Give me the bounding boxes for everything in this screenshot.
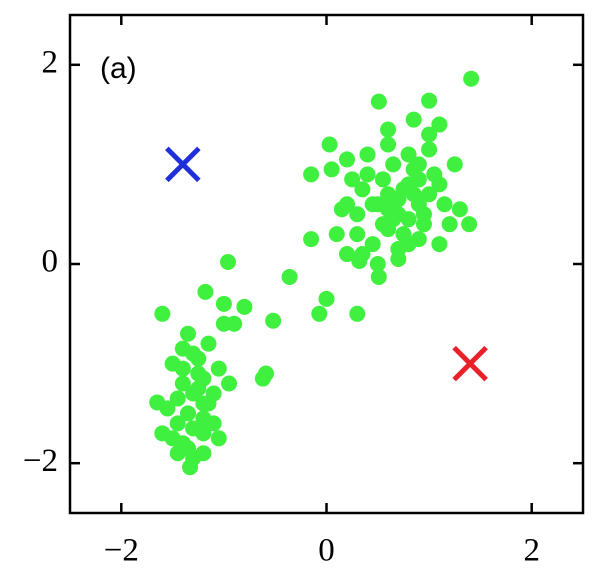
point [385,156,402,173]
point [200,335,217,352]
cross-marker [165,146,201,183]
point [226,315,243,332]
point [349,226,366,243]
point [421,186,438,203]
point [197,283,214,300]
point [154,305,171,322]
point [410,171,427,188]
point [149,394,166,411]
y-tick-label: −2 [23,443,58,479]
annotation: (a) [100,52,137,85]
point [195,370,212,387]
point [359,146,376,163]
point [364,196,381,213]
point [395,181,412,198]
point [303,231,320,248]
y-tick-label: 0 [42,244,59,280]
point [174,375,191,392]
point [431,116,448,133]
point [215,295,232,312]
point [169,390,186,407]
point [380,136,397,153]
point [463,70,480,87]
x-tick-label: 2 [523,533,540,569]
point [431,176,448,193]
cross-marker [452,345,488,382]
point [421,126,438,143]
point [390,251,407,268]
point [254,370,271,387]
point [461,216,478,233]
point [344,171,361,188]
point [415,206,432,223]
point [210,430,227,447]
point [321,136,338,153]
point [185,420,202,437]
point [370,268,387,285]
point [154,425,171,442]
point [169,445,186,462]
point [431,236,448,253]
point [328,226,345,243]
point [179,405,196,422]
point [410,156,427,173]
point [174,340,191,357]
point [221,375,238,392]
point [210,360,227,377]
point [354,181,371,198]
point [400,146,417,163]
point [441,216,458,233]
point [169,415,186,432]
point [374,171,391,188]
point [421,141,438,158]
point [400,236,417,253]
point [195,445,212,462]
point [370,93,387,110]
point [333,201,350,218]
point [323,161,340,178]
plot-frame [68,13,585,515]
y-tick-label: 2 [42,44,59,80]
point [174,360,191,377]
point [446,156,463,173]
point [451,201,468,218]
point [400,211,417,228]
x-tick-label: 0 [318,533,335,569]
point [380,121,397,138]
point [190,350,207,367]
point [265,312,282,329]
point [436,196,453,213]
point [351,253,368,270]
point [318,290,335,307]
point [281,268,298,285]
point [364,236,381,253]
point [380,221,397,238]
point [349,305,366,322]
point [359,166,376,183]
point [205,415,222,432]
point [339,246,356,263]
point [421,92,438,109]
x-tick-label: −2 [104,533,139,569]
point [220,254,237,271]
point [369,256,386,272]
point [339,151,356,168]
point [311,305,328,322]
point [182,459,199,476]
point [349,206,366,223]
point [236,298,253,315]
point [303,166,320,183]
point [405,111,422,128]
point [200,395,217,412]
point [179,325,196,342]
